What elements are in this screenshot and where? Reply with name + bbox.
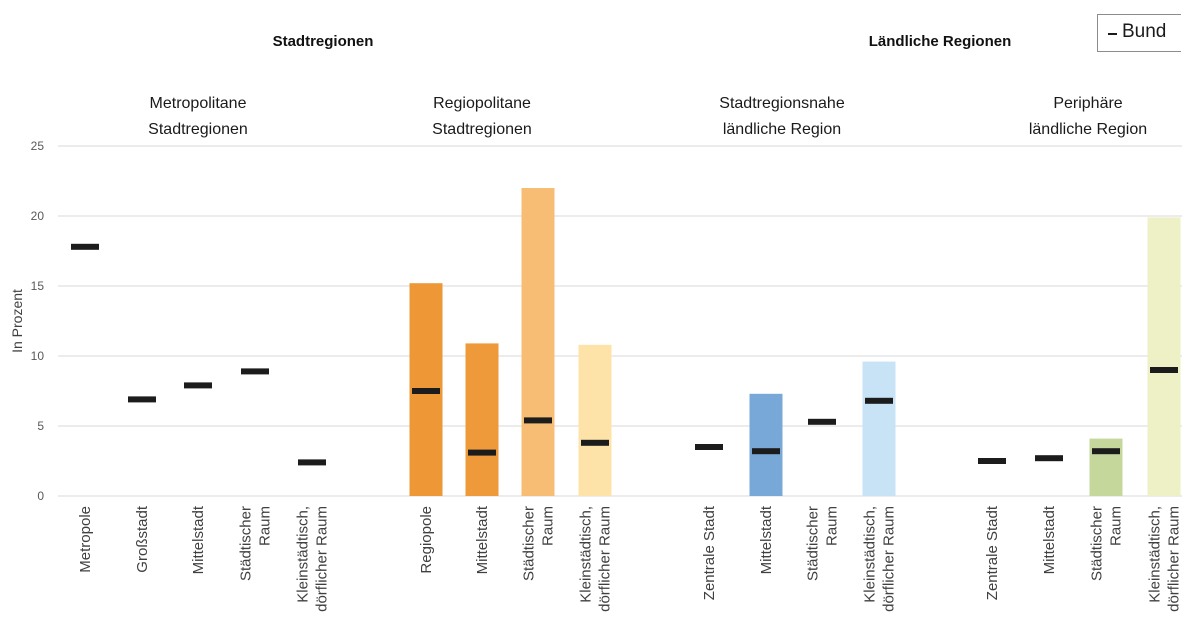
bar [749, 393, 783, 496]
x-tick-label: dörflicher Raum [881, 506, 898, 612]
bund-marker [978, 458, 1006, 464]
group-label: ländliche Region [1029, 121, 1147, 138]
x-tick-label: Mittelstadt [758, 505, 775, 574]
bund-marker [298, 459, 326, 466]
bar [1089, 438, 1123, 496]
x-tick-label: Raum [824, 506, 841, 546]
x-tick-label: Städtischer [1089, 506, 1106, 581]
bund-marker [1150, 367, 1178, 373]
bund-marker [412, 388, 440, 394]
y-tick-label: 10 [31, 349, 45, 363]
bund-marker [695, 444, 723, 450]
group-label: Regiopolitane [433, 95, 531, 112]
bar [862, 361, 896, 496]
bar [521, 188, 555, 496]
bar [465, 343, 499, 496]
x-tick-label: Städtischer [238, 506, 255, 581]
bund-marker [865, 397, 893, 404]
x-tick-label: dörflicher Raum [314, 506, 331, 612]
x-tick-label: Kleinstädtisch, [862, 506, 879, 603]
x-tick-label: Raum [540, 506, 557, 546]
y-tick-label: 0 [37, 489, 44, 503]
group-label: ländliche Region [723, 121, 841, 138]
legend: Bund [1097, 14, 1181, 52]
bund-marker [1035, 455, 1063, 462]
x-tick-label: dörflicher Raum [1166, 506, 1182, 612]
x-tick-label: Raum [257, 506, 274, 546]
x-tick-label: Kleinstädtisch, [1147, 506, 1164, 603]
group-label: Stadtregionen [148, 121, 248, 138]
bund-marker [752, 448, 780, 455]
legend-bund-marker [1108, 33, 1117, 35]
bund-marker [184, 382, 212, 389]
x-tick-label: Kleinstädtisch, [578, 506, 595, 603]
bar [578, 344, 612, 496]
x-tick-label: Großstadt [134, 505, 151, 573]
x-tick-label: Mittelstadt [190, 505, 207, 574]
bund-marker [241, 368, 269, 375]
bund-marker [128, 396, 156, 403]
x-tick-label: Metropole [77, 506, 94, 573]
x-tick-label: Regiopole [418, 506, 435, 574]
super-group-label: Ländliche Regionen [869, 33, 1012, 50]
bar [1147, 217, 1181, 496]
y-tick-label: 15 [31, 279, 45, 293]
bund-marker [808, 418, 836, 425]
x-tick-label: Zentrale Stadt [984, 505, 1001, 600]
x-tick-label: Städtischer [805, 506, 822, 581]
x-tick-label: Mittelstadt [1041, 505, 1058, 574]
bund-marker [524, 417, 552, 424]
x-tick-label: Mittelstadt [474, 505, 491, 574]
bund-marker [71, 243, 99, 250]
bund-marker [581, 439, 609, 446]
y-tick-label: 20 [31, 209, 45, 223]
bund-marker [468, 449, 496, 456]
y-tick-label: 25 [31, 139, 45, 153]
x-tick-label: dörflicher Raum [597, 506, 614, 612]
y-axis-title: In Prozent [9, 289, 25, 353]
super-group-label: Stadtregionen [273, 33, 374, 50]
group-label: Stadtregionen [432, 121, 532, 138]
legend-label: Bund [1122, 21, 1167, 42]
x-tick-label: Städtischer [521, 506, 538, 581]
group-label: Stadtregionsnahe [719, 95, 845, 112]
x-tick-label: Raum [1108, 506, 1125, 546]
x-tick-label: Kleinstädtisch, [295, 506, 312, 603]
group-label: Metropolitane [150, 95, 247, 112]
bund-marker [1092, 448, 1120, 455]
y-tick-label: 5 [37, 419, 44, 433]
x-tick-label: Zentrale Stadt [701, 505, 718, 600]
group-label: Periphäre [1053, 95, 1122, 112]
